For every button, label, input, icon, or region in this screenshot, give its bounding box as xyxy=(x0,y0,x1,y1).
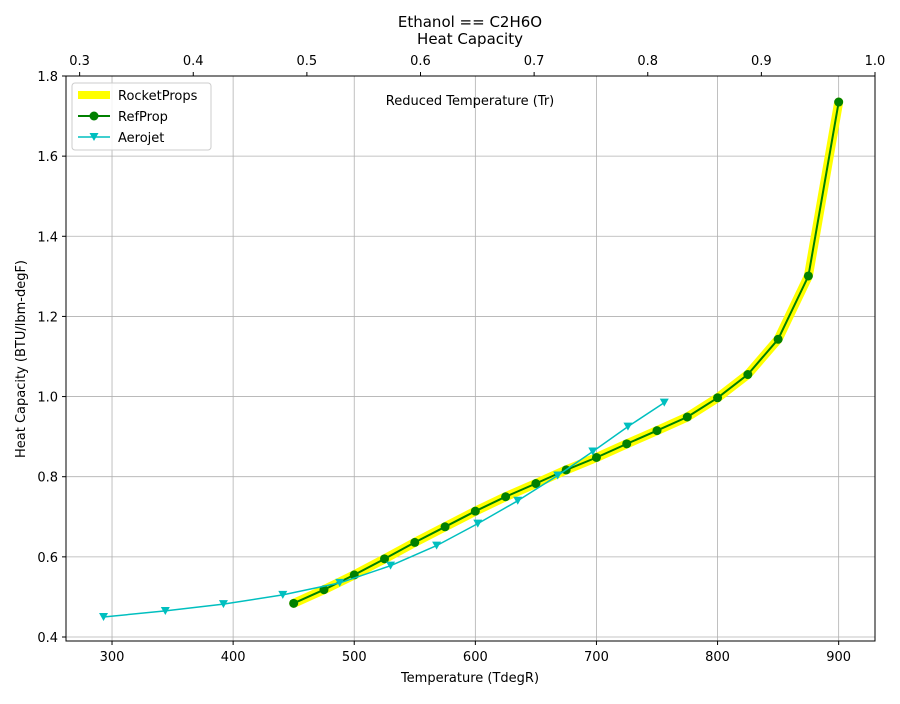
data-point-aerojet xyxy=(160,606,170,615)
bottom-axis-ticks: 300 400 500 600 700 800 900 xyxy=(100,641,851,665)
data-point-refprop xyxy=(531,479,541,489)
legend-box xyxy=(71,82,212,151)
series-layer xyxy=(99,97,844,621)
x-tick-label: 700 xyxy=(584,650,609,665)
top-x-tick-label: 0.7 xyxy=(524,54,545,69)
data-point-refprop xyxy=(652,426,662,436)
x-tick-label: 400 xyxy=(221,650,246,665)
legend-label-rocketprops: RocketProps xyxy=(118,89,198,104)
data-point-aerojet xyxy=(218,600,228,609)
data-point-refprop xyxy=(834,97,844,107)
data-point-refprop xyxy=(289,598,299,608)
series-line-refprop xyxy=(292,101,840,605)
data-point-aerojet xyxy=(278,590,288,599)
y-tick-label: 1.6 xyxy=(37,150,58,165)
data-point-refprop xyxy=(803,271,813,281)
y-axis-title: Heat Capacity (BTU/lbm-degF) xyxy=(14,260,29,458)
chart-title: Ethanol == C2H6O xyxy=(398,13,542,31)
top-x-tick-label: 0.9 xyxy=(751,54,772,69)
data-point-aerojet xyxy=(386,561,396,570)
y-tick-label: 0.8 xyxy=(37,471,58,486)
data-point-aerojet xyxy=(659,398,669,407)
top-x-tick-label: 0.3 xyxy=(69,54,90,69)
y-tick-label: 1.2 xyxy=(37,310,58,325)
top-x-tick-label: 0.4 xyxy=(183,54,204,69)
y-tick-label: 1.4 xyxy=(37,230,58,245)
data-point-refprop xyxy=(743,370,753,380)
legend-marker-refprop xyxy=(89,111,99,121)
y-tick-label: 0.4 xyxy=(37,631,58,646)
data-point-refprop xyxy=(773,334,783,344)
data-point-aerojet xyxy=(588,447,598,456)
data-point-refprop xyxy=(591,452,601,462)
legend-label-refprop: RefProp xyxy=(118,110,168,125)
data-point-aerojet xyxy=(473,519,483,528)
data-point-aerojet xyxy=(513,496,523,505)
data-point-refprop xyxy=(713,393,723,403)
secondary-x-axis-title: Reduced Temperature (Tr) xyxy=(386,94,554,109)
x-tick-label: 300 xyxy=(100,650,125,665)
data-point-refprop xyxy=(682,412,692,422)
data-point-refprop xyxy=(410,537,420,547)
series-line-rocketprops xyxy=(289,97,844,608)
x-axis-title: Temperature (TdegR) xyxy=(400,671,539,686)
top-axis-ticks: 0.3 0.4 0.5 0.6 0.7 0.8 0.9 1.0 xyxy=(69,54,885,76)
y-tick-label: 0.6 xyxy=(37,551,58,566)
data-point-aerojet xyxy=(335,578,345,587)
legend-label-aerojet: Aerojet xyxy=(118,131,164,146)
top-x-tick-label: 1.0 xyxy=(865,54,886,69)
x-tick-label: 800 xyxy=(705,650,730,665)
chart-subtitle: Heat Capacity xyxy=(417,30,523,48)
plot-frame xyxy=(65,75,876,642)
data-point-refprop xyxy=(470,506,480,516)
data-point-refprop xyxy=(622,439,632,449)
x-tick-label: 600 xyxy=(463,650,488,665)
data-point-aerojet xyxy=(553,471,563,480)
data-point-refprop xyxy=(380,554,390,564)
y-tick-label: 1.0 xyxy=(37,391,58,406)
data-point-refprop xyxy=(440,522,450,532)
left-axis-ticks: 0.4 0.6 0.8 1.0 1.2 1.4 1.6 1.8 xyxy=(37,70,66,646)
y-tick-label: 1.8 xyxy=(37,70,58,85)
top-x-tick-label: 0.5 xyxy=(297,54,318,69)
grid-layer xyxy=(66,75,875,641)
x-tick-label: 900 xyxy=(826,650,851,665)
top-x-tick-label: 0.8 xyxy=(637,54,658,69)
data-point-aerojet xyxy=(99,612,109,621)
data-point-aerojet xyxy=(623,422,633,431)
data-point-refprop xyxy=(501,492,511,502)
legend-marker-aerojet xyxy=(89,133,99,141)
series-line-aerojet xyxy=(102,401,666,618)
x-tick-label: 500 xyxy=(342,650,367,665)
legend: RocketProps RefProp Aerojet xyxy=(71,82,212,151)
top-x-tick-label: 0.6 xyxy=(410,54,431,69)
data-point-aerojet xyxy=(432,541,442,550)
